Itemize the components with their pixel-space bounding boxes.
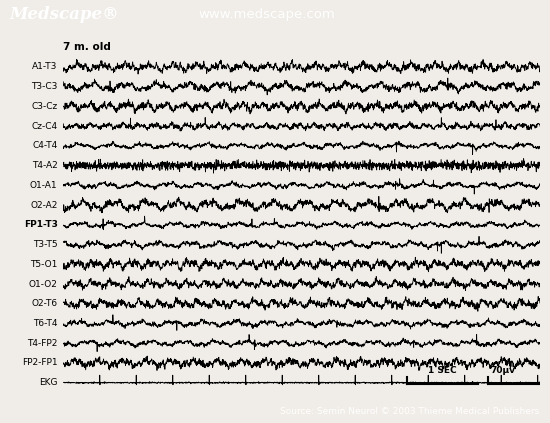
Text: EKG: EKG <box>39 378 58 387</box>
Text: T3-T5: T3-T5 <box>33 240 58 249</box>
Text: T4-A2: T4-A2 <box>32 161 58 170</box>
Text: O1-O2: O1-O2 <box>29 280 58 288</box>
Text: www.medscape.com: www.medscape.com <box>198 8 335 22</box>
Text: T3-C3: T3-C3 <box>31 82 58 91</box>
Text: O1-A1: O1-A1 <box>30 181 58 190</box>
Text: C4-T4: C4-T4 <box>32 141 58 151</box>
Text: T6-T4: T6-T4 <box>33 319 58 328</box>
Text: 70μv: 70μv <box>490 366 515 375</box>
Text: Cz-C4: Cz-C4 <box>31 122 58 131</box>
Text: O2-A2: O2-A2 <box>30 201 58 209</box>
Text: O2-T6: O2-T6 <box>31 299 58 308</box>
Text: C3-Cz: C3-Cz <box>31 102 58 111</box>
Text: 7 m. old: 7 m. old <box>63 42 111 52</box>
Text: T5-O1: T5-O1 <box>30 260 58 269</box>
Text: A1-T3: A1-T3 <box>32 63 58 71</box>
Text: Medscape®: Medscape® <box>10 6 120 23</box>
Text: Source: Semin Neurol © 2003 Thieme Medical Publishers: Source: Semin Neurol © 2003 Thieme Medic… <box>280 407 539 417</box>
Text: 1 SEC: 1 SEC <box>428 366 456 375</box>
Text: T4-FP2: T4-FP2 <box>27 339 58 348</box>
Text: FP1-T3: FP1-T3 <box>24 220 58 229</box>
Text: FP2-FP1: FP2-FP1 <box>22 358 58 368</box>
